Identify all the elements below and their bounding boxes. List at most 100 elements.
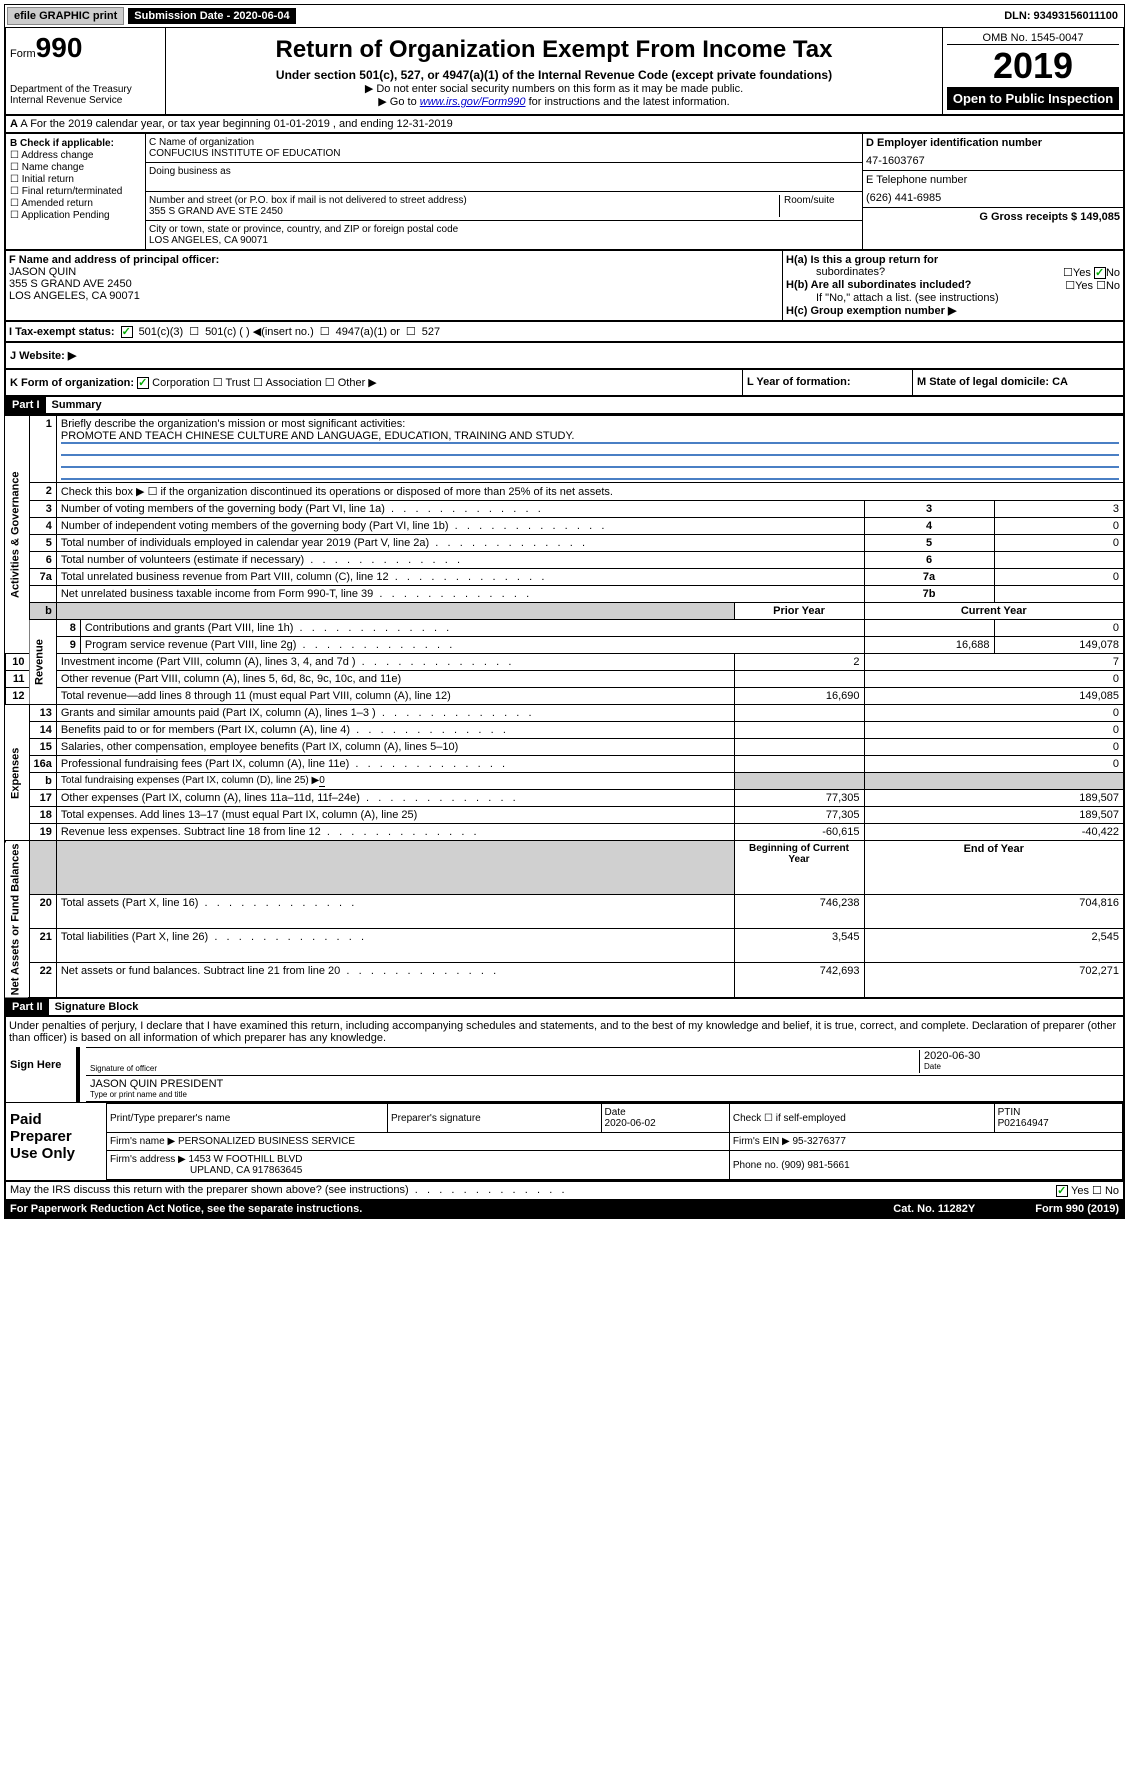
line-7b-val [994, 586, 1124, 603]
sig-date-label: Date [924, 1062, 1119, 1071]
f-row: F Name and address of principal officer:… [4, 251, 1125, 322]
line-16a-desc: Professional fundraising fees (Part IX, … [61, 758, 349, 770]
line-4-num: 4 [29, 518, 56, 535]
officer-addr1: 355 S GRAND AVE 2450 [9, 278, 779, 290]
paid-preparer-grid: Paid Preparer Use Only Print/Type prepar… [6, 1102, 1123, 1180]
line-5-desc: Total number of individuals employed in … [61, 537, 429, 549]
trust-label: Trust [225, 377, 250, 389]
tax-status-row: I Tax-exempt status: 501(c)(3) ☐ 501(c) … [4, 322, 1125, 343]
form-number: 990 [36, 32, 83, 63]
j-label: J Website: ▶ [10, 350, 76, 362]
phone-label: Phone no. [733, 1160, 779, 1171]
h2: Preparer's signature [388, 1104, 602, 1133]
c14: 0 [864, 722, 1124, 739]
line-3-val: 3 [994, 501, 1124, 518]
sig-officer-label: Signature of officer [90, 1064, 919, 1073]
line-5-val: 0 [994, 535, 1124, 552]
line-17-num: 17 [29, 790, 56, 807]
line-4-val: 0 [994, 518, 1124, 535]
h5v: P02164947 [998, 1118, 1049, 1129]
a-text: A For the 2019 calendar year, or tax yea… [20, 118, 452, 130]
line-7a-num: 7a [29, 569, 56, 586]
c10: 7 [864, 654, 1124, 671]
side-activities: Activities & Governance [5, 416, 29, 654]
form-ref: Form 990 (2019) [1035, 1203, 1119, 1215]
k-label: K Form of organization: [10, 377, 134, 389]
501c3-label: 501(c)(3) [139, 326, 184, 338]
p15 [734, 739, 864, 756]
line-10-desc: Investment income (Part VIII, column (A)… [61, 656, 356, 668]
efile-button[interactable]: efile GRAPHIC print [7, 7, 124, 25]
discuss-row: May the IRS discuss this return with the… [4, 1182, 1125, 1201]
open-inspection: Open to Public Inspection [947, 87, 1119, 110]
line-8-num: 8 [56, 620, 80, 637]
hb-label: H(b) Are all subordinates included? [786, 279, 971, 291]
check-name[interactable]: ☐ Name change [10, 162, 141, 173]
line-21-num: 21 [29, 929, 56, 963]
line-13-num: 13 [29, 705, 56, 722]
sign-here-label: Sign Here [6, 1047, 76, 1102]
line-2-desc: Check this box ▶ ☐ if the organization d… [56, 483, 1124, 501]
c15: 0 [864, 739, 1124, 756]
line-6-num: 6 [29, 552, 56, 569]
line-1-desc: Briefly describe the organization's miss… [61, 418, 1119, 430]
cat-no: Cat. No. 11282Y [893, 1203, 975, 1215]
line-1-num: 1 [29, 416, 56, 483]
p18: 77,305 [734, 807, 864, 824]
check-pending[interactable]: ☐ Application Pending [10, 210, 141, 221]
line-10-num: 10 [5, 654, 29, 671]
check-amended[interactable]: ☐ Amended return [10, 198, 141, 209]
note-2: ▶ Go to www.irs.gov/Form990 for instruct… [170, 95, 938, 108]
part1-header: Part I Summary [4, 397, 1125, 415]
p21: 3,545 [734, 929, 864, 963]
c19: -40,422 [864, 824, 1124, 841]
501c3-checkbox[interactable] [121, 326, 133, 338]
submission-date: Submission Date - 2020-06-04 [128, 8, 295, 24]
ha-label: H(a) Is this a group return for [786, 254, 938, 266]
omb-number: OMB No. 1545-0047 [947, 32, 1119, 45]
name-title-label: Type or print name and title [90, 1090, 1119, 1099]
side-expenses: Expenses [5, 705, 29, 841]
other-label: Other ▶ [338, 377, 377, 389]
p11 [734, 671, 864, 688]
note-1: ▶ Do not enter social security numbers o… [170, 82, 938, 95]
c13: 0 [864, 705, 1124, 722]
ein-label: Firm's EIN ▶ [733, 1136, 790, 1147]
line-6-val [994, 552, 1124, 569]
no-checkbox[interactable] [1094, 267, 1106, 279]
c20: 704,816 [864, 895, 1124, 929]
c9: 149,078 [994, 637, 1124, 654]
line-2-num: 2 [29, 483, 56, 501]
part2-header: Part II Signature Block [4, 999, 1125, 1017]
check-final[interactable]: ☐ Final return/terminated [10, 186, 141, 197]
line-8-desc: Contributions and grants (Part VIII, lin… [85, 622, 294, 634]
firm-addr2: UPLAND, CA 917863645 [110, 1165, 302, 1176]
part2-title: Signature Block [49, 999, 145, 1015]
d-label: D Employer identification number [866, 137, 1120, 149]
irs-link[interactable]: www.irs.gov/Form990 [420, 96, 526, 108]
corp-checkbox[interactable] [137, 377, 149, 389]
footer-bar: For Paperwork Reduction Act Notice, see … [4, 1201, 1125, 1219]
assoc-label: Association [265, 377, 321, 389]
no-label: No [1106, 267, 1120, 279]
p14 [734, 722, 864, 739]
line-11-num: 11 [5, 671, 29, 688]
dept-label: Department of the Treasury [10, 84, 161, 95]
dba-label: Doing business as [149, 166, 859, 177]
check-initial[interactable]: ☐ Initial return [10, 174, 141, 185]
city-box: City or town, state or province, country… [146, 221, 862, 249]
check-address[interactable]: ☐ Address change [10, 150, 141, 161]
c17: 189,507 [864, 790, 1124, 807]
k-box: K Form of organization: Corporation ☐ Tr… [6, 370, 743, 395]
p9: 16,688 [864, 637, 994, 654]
discuss-yes-checkbox[interactable] [1056, 1185, 1068, 1197]
line-4-desc: Number of independent voting members of … [61, 520, 449, 532]
line-1-box: Briefly describe the organization's miss… [56, 416, 1124, 483]
discuss-no: No [1105, 1185, 1119, 1197]
c-name-box: C Name of organization CONFUCIUS INSTITU… [146, 134, 862, 163]
year-box: OMB No. 1545-0047 2019 Open to Public In… [943, 28, 1123, 114]
beg-year-header: Beginning of Current Year [734, 841, 864, 895]
addr-label: Number and street (or P.O. box if mail i… [149, 195, 779, 206]
note2-pre: ▶ Go to [378, 96, 419, 108]
h5: PTIN [998, 1107, 1021, 1118]
